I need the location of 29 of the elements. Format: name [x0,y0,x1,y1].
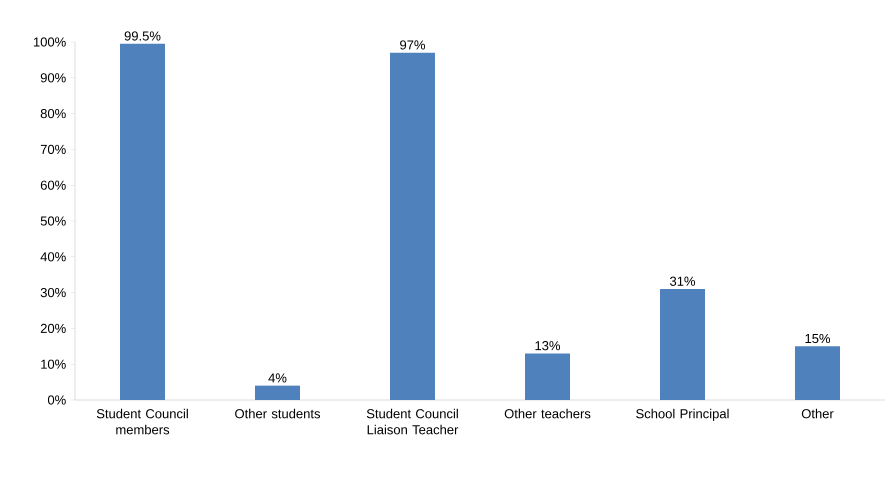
x-tick-label: School Principal [636,408,729,421]
data-label: 13% [535,341,560,350]
x-tick-label: Other [802,408,834,418]
bar [120,44,165,400]
bar [390,52,436,400]
data-label: 4% [268,373,286,382]
data-label: 99.5% [124,31,160,41]
data-label: 31% [670,276,696,286]
y-tick-label: 10% [41,360,66,369]
x-tick-label: Student Council members [96,408,188,434]
y-tick-label: 70% [40,144,66,154]
y-tick-label: 30% [40,288,66,298]
x-tick-label: Other students [235,408,320,418]
y-tick-label: 40% [40,252,66,262]
y-tick-label: 90% [40,73,66,82]
y-tick-label: 80% [40,108,66,118]
y-tick-label: 60% [40,180,66,190]
bar [660,289,706,400]
data-label: 97% [400,40,426,50]
bar [795,346,840,400]
y-tick-label: 50% [40,216,66,226]
bar [525,353,570,400]
bar [255,386,300,400]
y-tick-label: 100% [34,37,66,47]
x-tick-label: Other teachers [504,408,590,418]
data-label: 15% [805,334,830,344]
y-tick-label: 0% [48,395,66,405]
y-tick-label: 20% [40,324,66,333]
x-tick-label: Student Council Liaison Teacher [366,408,458,434]
